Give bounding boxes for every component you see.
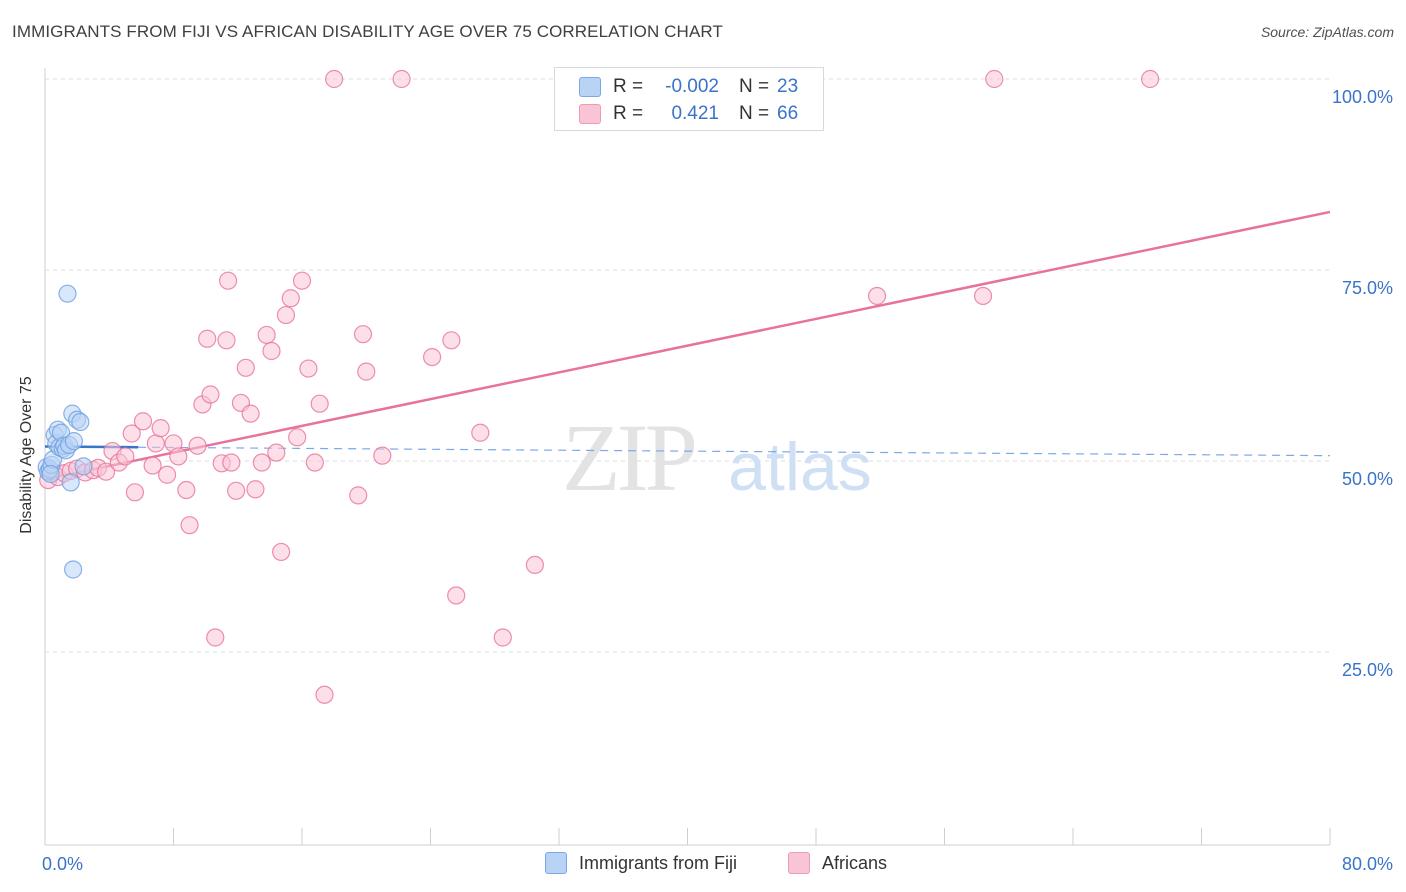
data-point-africans (236, 358, 255, 377)
data-point-fiji (58, 284, 77, 303)
data-point-fiji (41, 464, 60, 484)
data-point-africans (357, 362, 376, 381)
y-axis-label: Disability Age Over 75 (18, 376, 35, 534)
data-point-africans (133, 412, 153, 431)
data-point-africans (201, 385, 220, 404)
data-point-africans (125, 483, 145, 502)
watermark: ZIP atlas (562, 404, 872, 511)
source-label: Source: ZipAtlas.com (1260, 24, 1394, 40)
legend-n-value-fiji: 23 (777, 76, 799, 97)
data-point-fiji (74, 457, 93, 476)
legend-label-fiji: Immigrants from Fiji (579, 852, 738, 873)
data-point-africans (373, 446, 392, 465)
watermark-zip: ZIP (562, 404, 695, 511)
chart-title: IMMIGRANTS FROM FIJI VS AFRICAN DISABILI… (12, 22, 723, 41)
data-point-africans (217, 331, 236, 350)
data-point-africans (177, 480, 196, 500)
data-point-africans (116, 447, 135, 466)
data-point-africans (525, 555, 545, 575)
data-point-africans (272, 542, 291, 562)
legend-r-label: R = (613, 76, 644, 97)
data-point-africans (310, 394, 329, 413)
data-point-africans (281, 289, 300, 308)
legend-r-label: R = (613, 103, 644, 124)
data-point-africans (219, 271, 238, 290)
data-point-africans (493, 628, 512, 647)
data-point-africans (246, 480, 265, 499)
legend-item-africans[interactable]: Africans (788, 852, 887, 874)
data-point-africans (867, 286, 887, 306)
data-point-africans (392, 69, 411, 89)
legend-label-africans: Africans (822, 852, 888, 873)
data-point-africans (276, 305, 296, 325)
data-point-africans (267, 443, 286, 462)
legend-swatch-fiji (579, 77, 601, 97)
watermark-atlas: atlas (728, 429, 872, 505)
legend-swatch-fiji (545, 852, 567, 874)
y-tick-label: 75.0% (1342, 278, 1393, 298)
data-point-africans (423, 347, 442, 367)
tick-labels: 25.0% 50.0% 75.0% 100.0% 0.0% 80.0% (42, 87, 1393, 874)
data-point-africans (447, 586, 466, 605)
data-point-africans (222, 453, 241, 472)
data-point-africans (180, 516, 199, 535)
legend-r-value-africans: 0.421 (671, 103, 719, 124)
data-point-africans (188, 436, 207, 455)
data-point-fiji (64, 432, 84, 451)
data-point-africans (146, 434, 165, 453)
trend-line-fiji-extension (138, 446, 1331, 457)
data-point-africans (305, 453, 324, 472)
data-point-africans (288, 428, 307, 447)
legend-n-label: N = (739, 103, 770, 124)
data-point-africans (1140, 69, 1160, 89)
trend-line-africans (44, 210, 1331, 481)
legend-n-label: N = (739, 76, 770, 97)
data-point-africans (206, 628, 225, 647)
data-point-africans (252, 453, 271, 472)
data-point-africans (292, 271, 312, 290)
data-point-africans (257, 325, 276, 345)
data-points (37, 69, 1160, 704)
data-point-africans (299, 359, 318, 378)
data-point-africans (122, 424, 141, 443)
data-point-africans (227, 481, 246, 500)
data-point-africans (985, 69, 1004, 89)
data-point-africans (143, 456, 162, 475)
correlation-legend: R = -0.002 N = 23 R = 0.421 N = 66 (554, 67, 824, 131)
data-point-africans (315, 685, 334, 704)
data-point-africans (151, 419, 170, 438)
data-point-africans (157, 465, 177, 484)
x-tick-label: 0.0% (42, 854, 83, 874)
data-point-fiji (64, 560, 83, 579)
legend-item-fiji[interactable]: Immigrants from Fiji (545, 852, 737, 874)
data-point-africans (442, 331, 461, 350)
data-point-africans (353, 325, 373, 344)
y-tick-label: 25.0% (1342, 660, 1393, 680)
legend-row-africans: R = 0.421 N = 66 (579, 102, 798, 126)
legend-swatch-africans (579, 104, 601, 124)
legend-row-fiji: R = -0.002 N = 23 (579, 75, 798, 99)
data-point-africans (262, 341, 281, 361)
y-tick-label: 100.0% (1332, 87, 1393, 107)
legend-n-value-africans: 66 (777, 103, 799, 124)
data-point-africans (169, 447, 188, 466)
data-point-africans (198, 329, 217, 348)
series-legend: Immigrants from Fiji Africans (0, 852, 1406, 876)
data-point-africans (325, 69, 344, 89)
data-point-fiji (71, 412, 90, 432)
x-tick-label: 80.0% (1342, 854, 1393, 874)
y-tick-label: 50.0% (1342, 469, 1393, 489)
legend-r-value-fiji: -0.002 (665, 76, 719, 97)
data-point-africans (241, 404, 260, 423)
legend-swatch-africans (788, 852, 810, 874)
data-point-africans (973, 286, 993, 306)
data-point-africans (96, 462, 116, 481)
data-point-africans (349, 486, 368, 505)
data-point-africans (471, 423, 490, 442)
data-point-fiji (61, 473, 80, 492)
